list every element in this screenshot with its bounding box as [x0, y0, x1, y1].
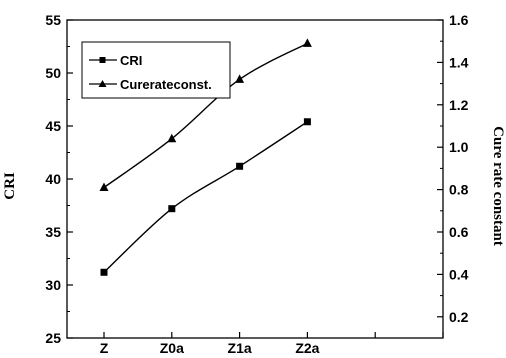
right-axis-tick-label: 1.4	[449, 54, 469, 70]
right-axis-tick-label: 1.2	[449, 97, 469, 113]
right-axis-tick-label: 1.6	[449, 12, 469, 28]
series-line	[103, 42, 308, 189]
right-axis-tick-label: 0.8	[449, 182, 469, 198]
legend-box	[81, 41, 231, 99]
left-axis-tick-label: 55	[45, 12, 61, 28]
legend-marker-cure	[98, 80, 107, 87]
right-axis-tick-label: 0.2	[449, 309, 469, 325]
legend-marker-cri	[99, 57, 106, 63]
x-axis-tick-label: Z	[100, 340, 109, 356]
x-axis-tick-label: Z2a	[295, 340, 319, 356]
square-point	[100, 268, 108, 276]
left-axis-tick-label: 50	[45, 65, 61, 81]
square-point	[303, 118, 311, 126]
left-axis-tick-label: 25	[45, 330, 61, 346]
series-line	[103, 121, 308, 273]
triangle-point	[235, 74, 245, 83]
series-cure-rate-constant	[99, 38, 312, 191]
left-axis-tick-label: 40	[45, 171, 61, 187]
right-axis-tick-label: 0.6	[449, 224, 469, 240]
triangle-point	[99, 182, 109, 191]
legend-label-cure: Curerateconst.	[120, 77, 212, 92]
series-cri	[100, 118, 311, 276]
left-axis-title: CRI	[2, 172, 18, 200]
x-axis-tick-label: Z0a	[160, 340, 184, 356]
left-axis-tick-label: 35	[45, 224, 61, 240]
x-axis-tick-label: Z1a	[228, 340, 252, 356]
series-layer	[99, 38, 312, 276]
left-y-axis: 25 30 35 40 45 50 55	[45, 12, 73, 346]
right-axis-title: Cure rate constant	[490, 126, 506, 246]
left-axis-tick-label: 45	[45, 118, 61, 134]
left-axis-tick-label: 30	[45, 277, 61, 293]
triangle-point	[167, 133, 177, 143]
x-axis: Z Z0a Z1a Z2a	[100, 332, 444, 356]
right-y-axis: 0.2 0.4 0.6 0.8 1.0 1.2 1.4 1.6	[437, 12, 469, 325]
legend-label-cri: CRI	[120, 53, 142, 68]
square-point	[168, 205, 176, 213]
right-axis-tick-label: 1.0	[449, 139, 469, 155]
square-point	[236, 162, 244, 170]
triangle-point	[302, 38, 312, 47]
legend: CRI Curerateconst.	[81, 41, 231, 99]
right-axis-tick-label: 0.4	[449, 266, 469, 282]
